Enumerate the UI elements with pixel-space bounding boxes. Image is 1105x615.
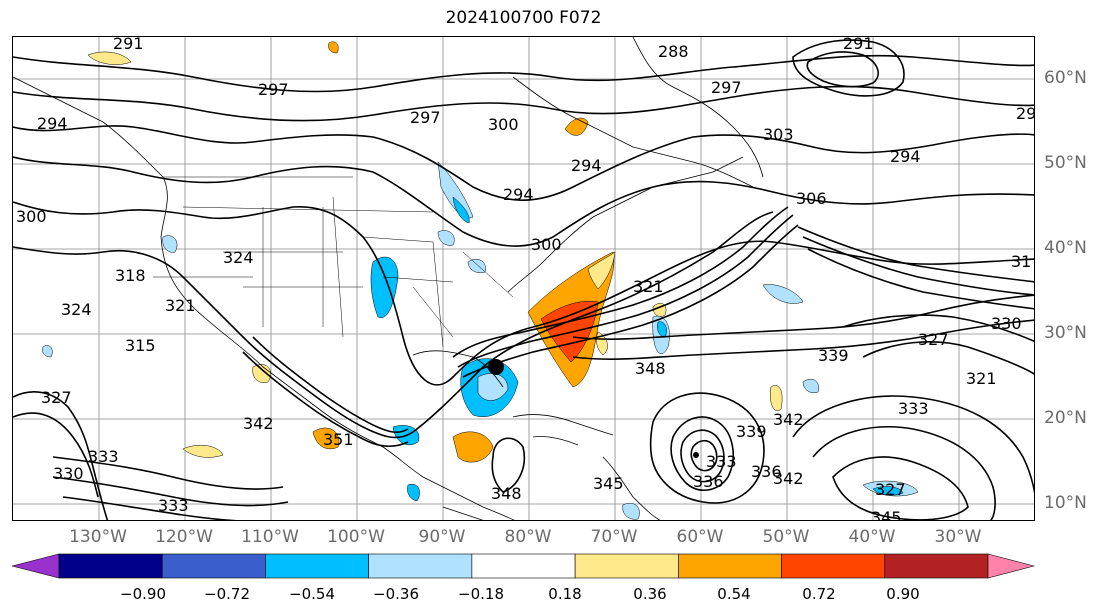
- state-borders: [153, 176, 514, 348]
- contour-label: 300: [531, 235, 562, 254]
- contour-label: 339: [736, 422, 767, 441]
- lat-label-10n: 10°N: [1044, 493, 1087, 513]
- contour-label: 333: [88, 447, 119, 466]
- contour-label: 327: [875, 480, 906, 499]
- colorbar-tick-label: 0.36: [633, 585, 667, 603]
- shading-positive: [87, 41, 783, 463]
- lat-label-40n: 40°N: [1044, 238, 1087, 258]
- lon-label-80w: 80°W: [504, 527, 552, 547]
- contour-label: 294: [503, 185, 534, 204]
- contour-label: 348: [635, 359, 666, 378]
- lon-label-60w: 60°W: [676, 527, 724, 547]
- colorbar-segment: [161, 553, 266, 579]
- contour-label: 306: [796, 189, 827, 208]
- lon-label-40w: 40°W: [848, 527, 896, 547]
- colorbar-tick-label: −0.18: [458, 585, 504, 603]
- lon-label-100w: 100°W: [327, 527, 385, 547]
- lon-label-30w: 30°W: [934, 527, 982, 547]
- low-center-marker: [488, 359, 504, 375]
- contour-label: 342: [243, 414, 274, 433]
- lat-label-20n: 20°N: [1044, 408, 1087, 428]
- lon-label-130w: 130°W: [69, 527, 127, 547]
- contour-label: 321: [633, 277, 664, 296]
- contour-label: 318: [115, 266, 146, 285]
- contour-label: 294: [37, 114, 68, 133]
- lon-label-110w: 110°W: [241, 527, 299, 547]
- contour-label: 330: [53, 464, 84, 483]
- colorbar-tick-label: −0.54: [289, 585, 335, 603]
- lon-label-90w: 90°W: [418, 527, 466, 547]
- contour-label: 294: [571, 156, 602, 175]
- contour-label: 315: [125, 336, 156, 355]
- colorbar-tick-label: 0.90: [886, 585, 920, 603]
- colorbar-tick-label: −0.36: [373, 585, 419, 603]
- colorbar-extend-high: [987, 553, 1035, 579]
- map-title: 2024100700 F072: [445, 8, 602, 28]
- colorbar: [12, 553, 1035, 579]
- lon-label-120w: 120°W: [155, 527, 213, 547]
- contour-label: 297: [258, 80, 289, 99]
- contour-label: 348: [491, 484, 522, 503]
- colorbar-extend-low: [12, 553, 60, 579]
- colorbar-tick-label: 0.54: [717, 585, 751, 603]
- contour-label: 324: [223, 248, 254, 267]
- contour-label: 291: [843, 37, 874, 53]
- colorbar-segment: [58, 553, 163, 579]
- contour-label: 336: [751, 462, 782, 481]
- contour-label: 321: [165, 296, 196, 315]
- contour-label: 333: [158, 496, 189, 515]
- colorbar-segment: [678, 553, 782, 579]
- contour-label: 31: [1011, 252, 1031, 271]
- contour-label: 303: [763, 125, 794, 144]
- colorbar-segment: [471, 553, 576, 579]
- lon-label-50w: 50°W: [762, 527, 810, 547]
- contour-label: 345: [593, 474, 624, 493]
- high-center-marker: [693, 452, 699, 458]
- colorbar-segment: [368, 553, 473, 579]
- colorbar-tick-label: 0.72: [802, 585, 836, 603]
- colorbar-tick-label: 0.18: [548, 585, 582, 603]
- lon-label-70w: 70°W: [590, 527, 638, 547]
- lat-label-60n: 60°N: [1044, 68, 1087, 88]
- map-panel: 291 288 297 297 297 294 300 303 294 306 …: [12, 36, 1035, 521]
- lat-label-30n: 30°N: [1044, 323, 1087, 343]
- height-contours: [13, 39, 1034, 520]
- colorbar-tick-label: −0.90: [120, 585, 166, 603]
- contour-label: 297: [711, 78, 742, 97]
- contour-label: 333: [898, 399, 929, 418]
- colorbar-segment: [884, 553, 989, 579]
- contour-label: 333: [706, 452, 737, 471]
- contour-label: 300: [488, 115, 519, 134]
- contour-label: 345: [871, 508, 902, 521]
- contour-label: 324: [61, 300, 92, 319]
- contour-label: 294: [890, 147, 921, 166]
- map-canvas: 291 288 297 297 297 294 300 303 294 306 …: [13, 37, 1035, 521]
- contour-label: 327: [41, 388, 72, 407]
- contour-label: 29: [1016, 104, 1035, 123]
- colorbar-segment: [781, 553, 886, 579]
- colorbar-segment: [265, 553, 369, 579]
- contour-label: 327: [918, 330, 949, 349]
- contour-label: 336: [693, 472, 724, 491]
- contour-label: 342: [773, 469, 804, 488]
- contour-label: 291: [113, 37, 144, 53]
- contour-label: 288: [658, 42, 689, 61]
- contour-label: 321: [966, 369, 997, 388]
- contour-label: 330: [991, 314, 1022, 333]
- shading-negative: [42, 161, 919, 520]
- lat-label-50n: 50°N: [1044, 153, 1087, 173]
- contour-label: 300: [16, 207, 47, 226]
- coastlines: [13, 37, 764, 520]
- contour-label: 339: [818, 346, 849, 365]
- colorbar-segment: [574, 553, 679, 579]
- contour-label: 342: [773, 410, 804, 429]
- colorbar-tick-label: −0.72: [204, 585, 250, 603]
- contour-label: 351: [323, 430, 354, 449]
- contour-label: 297: [410, 108, 441, 127]
- contour-labels: 291 288 297 297 297 294 300 303 294 306 …: [16, 37, 1035, 521]
